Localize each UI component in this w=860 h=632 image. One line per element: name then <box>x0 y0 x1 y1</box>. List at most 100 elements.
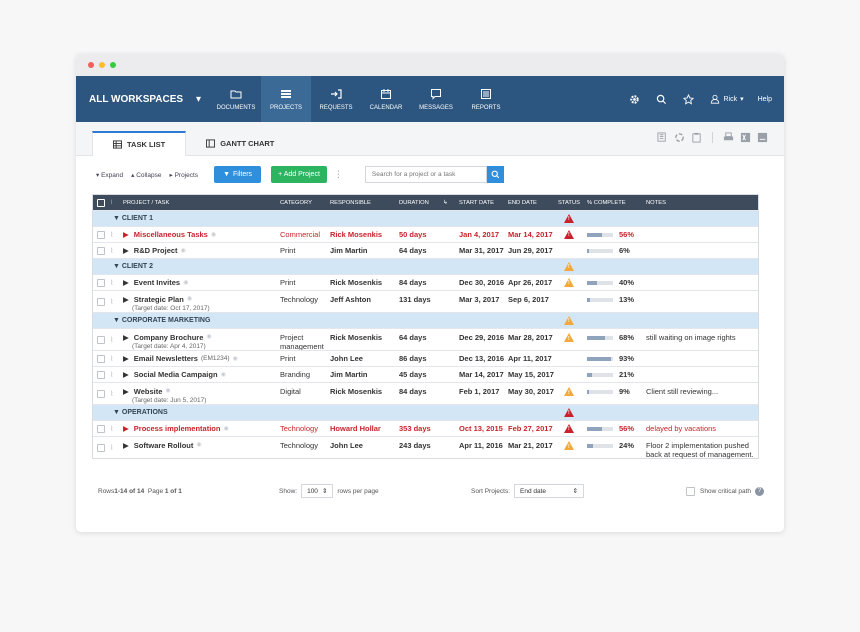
recycle-icon[interactable] <box>674 132 685 143</box>
expand-link[interactable]: ▾ Expand <box>96 171 124 179</box>
table-row[interactable]: ⌇ ▶ Social Media Campaign ◉ Branding Jim Mart… <box>93 366 758 382</box>
add-project-button[interactable]: + Add Project <box>271 166 327 183</box>
expand-row-icon[interactable]: ▶ <box>123 424 129 433</box>
filters-button[interactable]: ▼ Filters <box>214 166 262 183</box>
user-menu[interactable]: Rick ▾ <box>702 94 751 104</box>
expand-row-icon[interactable]: ▶ <box>123 295 129 304</box>
search-input[interactable] <box>364 166 487 183</box>
expand-row-icon[interactable]: ▶ <box>123 387 129 396</box>
group-row[interactable]: ▼ CLIENT 2! <box>93 258 758 274</box>
table-row[interactable]: ⌇ ▶ Miscellaneous Tasks ◉ Commercial Rick Mos… <box>93 226 758 242</box>
close-dot[interactable] <box>88 62 94 68</box>
comment-icon[interactable]: ◉ <box>210 232 217 238</box>
pdf-icon[interactable] <box>757 132 768 143</box>
search-icon[interactable] <box>648 94 675 105</box>
group-row[interactable]: ▼ OPERATIONS! <box>93 404 758 420</box>
minimize-dot[interactable] <box>99 62 105 68</box>
table-row[interactable]: ⌇ ▶ Strategic Plan ◉ (Target date: Oct 17, 2… <box>93 290 758 312</box>
table-row[interactable]: ⌇ ▶ Event Invites ◉ Print Rick Mosenkis 84 day… <box>93 274 758 290</box>
comment-icon[interactable]: ◉ <box>180 248 186 254</box>
col-notes[interactable]: NOTES <box>646 199 666 206</box>
col-project[interactable]: PROJECT / TASK <box>123 199 170 206</box>
col-status[interactable]: STATUS <box>558 199 581 206</box>
row-checkbox[interactable] <box>97 389 105 398</box>
col-category[interactable]: CATEGORY <box>280 199 312 206</box>
group-row[interactable]: ▼ CLIENT 1! <box>93 210 758 226</box>
task-name[interactable]: Email Newsletters <box>133 354 198 363</box>
expand-row-icon[interactable]: ▶ <box>123 246 129 255</box>
table-row[interactable]: ⌇ ▶ Company Brochure ◉ (Target date: Apr 4, … <box>93 328 758 351</box>
task-name[interactable]: Strategic Plan <box>133 295 184 304</box>
col-duration[interactable]: DURATION <box>399 199 429 206</box>
task-name[interactable]: Miscellaneous Tasks <box>133 230 208 239</box>
nav-tab-requests[interactable]: REQUESTS <box>311 76 361 122</box>
select-all-checkbox[interactable] <box>97 198 105 207</box>
table-row[interactable]: ⌇ ▶ R&D Project ◉ Print Jim Martin 64 days Mar … <box>93 242 758 258</box>
row-checkbox[interactable] <box>97 297 105 306</box>
clipboard-icon[interactable] <box>691 132 702 143</box>
comment-icon[interactable]: ◉ <box>183 280 189 286</box>
row-checkbox[interactable] <box>97 278 105 287</box>
group-name[interactable]: ▼ CORPORATE MARKETING <box>113 317 211 324</box>
attachment-icon[interactable]: ⌇ <box>110 247 114 255</box>
comment-icon[interactable]: ◉ <box>206 334 212 340</box>
row-checkbox[interactable] <box>97 424 105 433</box>
per-page-select[interactable]: 100 ⇕ <box>301 484 334 498</box>
more-options-icon[interactable]: ⋮ <box>333 169 343 179</box>
task-name[interactable]: Company Brochure <box>133 333 204 342</box>
attachment-icon[interactable]: ⌇ <box>110 336 114 344</box>
collapse-link[interactable]: ▴ Collapse <box>131 171 162 179</box>
sort-select[interactable]: End date ⇕ <box>514 484 585 498</box>
nav-tab-reports[interactable]: REPORTS <box>461 76 511 122</box>
row-checkbox[interactable] <box>97 370 105 379</box>
group-name[interactable]: ▼ OPERATIONS <box>113 409 168 416</box>
col-responsible[interactable]: RESPONSIBLE <box>330 199 371 206</box>
copy-icon[interactable] <box>657 132 668 143</box>
comment-icon[interactable]: ◉ <box>232 356 238 362</box>
col-start-date[interactable]: START DATE <box>459 199 495 206</box>
row-checkbox[interactable] <box>97 230 105 239</box>
task-name[interactable]: Process implementation <box>133 424 221 433</box>
star-icon[interactable] <box>675 93 702 105</box>
attachment-icon[interactable]: ⌇ <box>110 444 114 452</box>
table-row[interactable]: ⌇ ▶ Software Rollout ◉ Technology John Lee 243… <box>93 436 758 459</box>
gear-icon[interactable] <box>621 94 648 105</box>
critical-path-checkbox[interactable] <box>686 486 696 496</box>
expand-row-icon[interactable]: ▶ <box>123 370 129 379</box>
row-checkbox[interactable] <box>97 335 105 344</box>
row-checkbox[interactable] <box>97 246 105 255</box>
expand-row-icon[interactable]: ▶ <box>123 278 129 287</box>
comment-icon[interactable]: ◉ <box>223 426 229 432</box>
table-row[interactable]: ⌇ ▶ Process implementation ◉ Technology Howar… <box>93 420 758 436</box>
tab-gantt-chart[interactable]: GANTT CHART <box>186 131 294 155</box>
attachment-icon[interactable]: ⌇ <box>110 279 114 287</box>
nav-tab-calendar[interactable]: CALENDAR <box>361 76 411 122</box>
attachment-icon[interactable]: ⌇ <box>110 425 114 433</box>
comment-icon[interactable]: ◉ <box>186 296 193 302</box>
group-name[interactable]: ▼ CLIENT 1 <box>113 215 153 222</box>
task-name[interactable]: Social Media Campaign <box>133 370 218 379</box>
help-icon[interactable]: ? <box>755 486 764 496</box>
nav-tab-messages[interactable]: MESSAGES <box>411 76 461 122</box>
nav-tab-projects[interactable]: PROJECTS <box>261 76 311 122</box>
print-icon[interactable] <box>723 132 734 143</box>
comment-icon[interactable]: ◉ <box>165 388 171 394</box>
task-name[interactable]: Website <box>133 387 163 396</box>
row-checkbox[interactable] <box>97 443 105 452</box>
table-row[interactable]: ⌇ ▶ Website ◉ (Target date: Jun 5, 2017) Digi… <box>93 382 758 404</box>
nav-tab-documents[interactable]: DOCUMENTS <box>211 76 261 122</box>
attachment-icon[interactable]: ⌇ <box>110 298 114 306</box>
attachment-icon[interactable]: ⌇ <box>110 231 114 239</box>
col-complete[interactable]: % COMPLETE <box>587 199 626 206</box>
comment-icon[interactable]: ◉ <box>220 372 226 378</box>
comment-icon[interactable]: ◉ <box>196 442 202 448</box>
group-name[interactable]: ▼ CLIENT 2 <box>113 263 153 270</box>
search-button[interactable] <box>486 166 504 183</box>
table-row[interactable]: ⌇ ▶ Email Newsletters (EM1234) ◉ Print John Le… <box>93 350 758 366</box>
attachment-icon[interactable]: ⌇ <box>110 371 114 379</box>
tab-task-list[interactable]: TASK LIST <box>92 131 187 156</box>
attachment-icon[interactable]: ⌇ <box>110 390 114 398</box>
col-end-date[interactable]: END DATE <box>508 199 537 206</box>
attachment-icon[interactable]: ⌇ <box>110 355 114 363</box>
task-name[interactable]: R&D Project <box>133 246 178 255</box>
